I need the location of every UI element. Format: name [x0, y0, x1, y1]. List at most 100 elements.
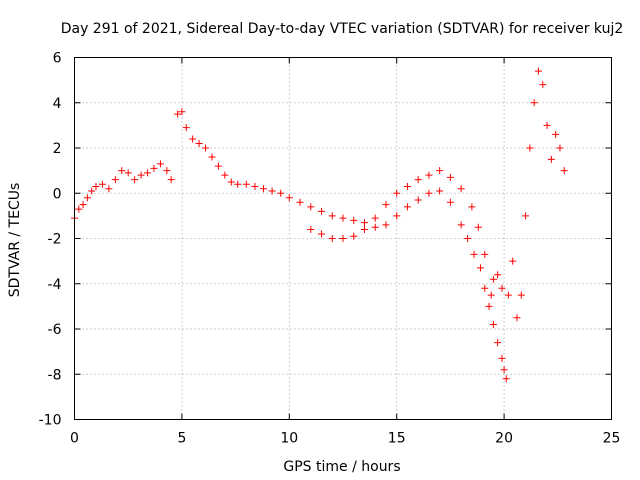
data-point	[296, 198, 304, 206]
data-point	[489, 275, 497, 283]
x-tick-label: 20	[495, 431, 513, 447]
data-point	[425, 189, 433, 197]
data-point	[457, 185, 465, 193]
data-point	[318, 230, 326, 238]
data-point	[502, 375, 510, 383]
data-point	[202, 144, 210, 152]
data-point	[221, 171, 229, 179]
data-point	[425, 171, 433, 179]
y-tick-label: 0	[53, 186, 62, 202]
series-secondary-trace	[307, 167, 495, 299]
data-point	[517, 291, 525, 299]
data-point	[543, 121, 551, 129]
data-point	[552, 130, 560, 138]
data-point	[485, 302, 493, 310]
data-point	[498, 284, 506, 292]
y-tick-label: -2	[48, 232, 62, 248]
data-point	[350, 216, 358, 224]
data-point	[144, 169, 152, 177]
x-tick-label: 15	[388, 431, 406, 447]
data-point	[350, 232, 358, 240]
data-point	[494, 339, 502, 347]
data-point	[436, 167, 444, 175]
y-tick-label: -4	[48, 277, 62, 293]
tick-labels: 0 5 10 15 20 25 -10 -8 -6 -4 -2 0 2 4 6	[39, 51, 621, 447]
data-point	[539, 81, 547, 89]
axis-ticks	[74, 57, 612, 420]
data-point	[509, 257, 517, 265]
data-point	[522, 212, 530, 220]
data-point	[208, 153, 216, 161]
data-point	[174, 110, 182, 118]
data-point	[487, 291, 495, 299]
data-point	[457, 221, 465, 229]
data-point	[75, 205, 83, 213]
data-point	[167, 176, 175, 184]
data-point	[105, 185, 113, 193]
data-point	[182, 124, 190, 132]
data-point	[118, 167, 126, 175]
data-point	[560, 167, 568, 175]
data-point	[489, 320, 497, 328]
data-point	[268, 187, 276, 195]
data-point	[328, 212, 336, 220]
x-axis-label: GPS time / hours	[283, 459, 400, 475]
data-point	[494, 271, 502, 279]
x-tick-label: 25	[603, 431, 621, 447]
data-point	[470, 250, 478, 258]
data-point	[79, 201, 87, 209]
data-point	[137, 171, 145, 179]
data-point	[534, 67, 542, 75]
data-point	[403, 203, 411, 211]
data-point	[307, 203, 315, 211]
data-point	[498, 354, 506, 362]
data-point	[360, 219, 368, 227]
data-point	[111, 176, 119, 184]
data-point	[92, 182, 100, 190]
y-tick-label: 6	[53, 51, 62, 67]
data-point	[547, 155, 555, 163]
data-point	[195, 139, 203, 147]
x-tick-label: 10	[280, 431, 298, 447]
data-point	[318, 207, 326, 215]
data-point	[163, 167, 171, 175]
data-point	[339, 214, 347, 222]
data-point	[242, 180, 250, 188]
data-point	[339, 235, 347, 242]
series-main-trace	[71, 108, 510, 383]
data-point	[189, 135, 197, 143]
data-point	[476, 264, 484, 272]
y-tick-label: 4	[53, 96, 62, 112]
data-point	[88, 187, 96, 195]
data-point	[526, 144, 534, 152]
data-point	[504, 291, 512, 299]
data-point	[227, 178, 235, 186]
data-point	[382, 201, 390, 209]
series-late-trace	[489, 67, 568, 322]
data-point	[124, 169, 132, 177]
chart-title: Day 291 of 2021, Sidereal Day-to-day VTE…	[61, 21, 624, 37]
data-point	[436, 187, 444, 195]
data-point	[530, 99, 538, 107]
data-point	[446, 173, 454, 181]
data-point	[481, 284, 489, 292]
data-point	[214, 162, 222, 170]
data-point	[556, 144, 564, 152]
data-point	[360, 225, 368, 233]
data-point	[393, 212, 401, 220]
data-point	[371, 223, 379, 231]
data-point	[277, 189, 285, 197]
y-tick-label: 2	[53, 141, 62, 157]
data-point	[414, 176, 422, 184]
data-point	[328, 235, 336, 242]
data-point	[500, 366, 508, 374]
y-tick-label: -6	[48, 322, 62, 338]
data-point	[382, 221, 390, 229]
data-point	[464, 235, 472, 242]
data-point	[468, 203, 476, 211]
y-tick-label: -10	[39, 413, 62, 429]
data-point	[393, 189, 401, 197]
data-point	[307, 225, 315, 233]
y-axis-label: SDTVAR / TECUs	[7, 183, 23, 298]
